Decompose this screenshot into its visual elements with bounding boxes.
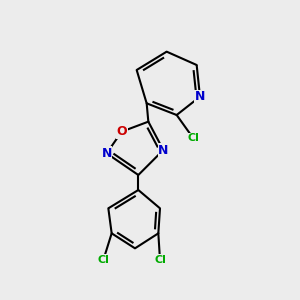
Text: Cl: Cl (154, 255, 166, 265)
Text: Cl: Cl (188, 133, 199, 143)
Text: N: N (158, 143, 169, 157)
Text: Cl: Cl (98, 255, 109, 265)
Text: N: N (101, 147, 112, 160)
Text: O: O (116, 125, 127, 138)
Text: N: N (195, 90, 205, 103)
